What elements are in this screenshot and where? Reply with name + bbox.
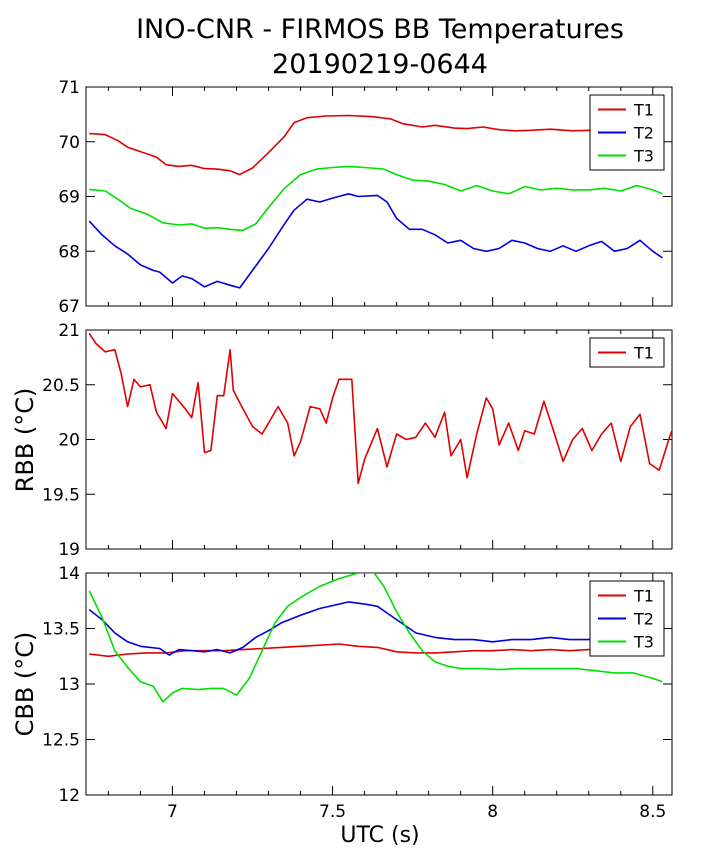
- cbb-y-axis-label: CBB (°C): [11, 632, 39, 737]
- series-line-t2: [88, 193, 663, 289]
- y-tick-label: 69: [58, 188, 80, 208]
- legend-box: [589, 337, 665, 368]
- legend-label-t1: T1: [633, 344, 654, 363]
- series-line-t3: [89, 165, 663, 232]
- y-tick-label: 12: [58, 786, 80, 806]
- series-line-t1: [89, 643, 663, 658]
- legend-label-t2: T2: [633, 610, 654, 629]
- y-tick-label: 70: [58, 133, 80, 153]
- x-tick-label: 8.5: [639, 802, 666, 822]
- y-tick-label: 13: [58, 675, 80, 695]
- rbb-panel: 19 19.5 20 20.5 21 T1: [42, 321, 673, 560]
- plot-frame: [85, 329, 673, 550]
- y-tick-label: 19: [58, 540, 80, 560]
- y-tick-label: 19.5: [42, 485, 80, 505]
- legend: T1 T2 T3: [589, 580, 665, 657]
- x-tick-label: 8: [487, 802, 498, 822]
- y-tick-label: 14: [58, 564, 80, 584]
- legend: T1: [589, 337, 665, 368]
- legend: T1 T2 T3: [589, 94, 665, 171]
- legend-label-t3: T3: [633, 147, 654, 166]
- y-tick-label: 13.5: [42, 620, 80, 640]
- legend-label-t1: T1: [633, 101, 654, 120]
- series-line-t1: [89, 114, 663, 176]
- y-tick-label: 20.5: [42, 376, 80, 396]
- legend-label-t3: T3: [633, 633, 654, 652]
- plot-frame: [85, 572, 673, 796]
- y-tick-label: 20: [58, 431, 80, 451]
- legend-label-t2: T2: [633, 124, 654, 143]
- series-group: [88, 114, 663, 289]
- x-tick-label: 7: [167, 802, 178, 822]
- chart-title-line2: 20190219-0644: [272, 49, 488, 80]
- series-line-t1: [88, 332, 672, 485]
- y-tick-label: 68: [58, 242, 80, 262]
- x-axis-label: UTC (s): [340, 823, 419, 848]
- temperature-panel: 67 68 69 70 71 T1 T2 T3: [58, 78, 673, 317]
- cbb-panel: 12 12.5 13 13.5 14 7 7.5 8 8.5 T1 T2 T3: [42, 564, 673, 822]
- y-tick-label: 67: [58, 297, 80, 317]
- rbb-y-axis-label: RBB (°C): [11, 388, 39, 493]
- series-line-t3: [88, 573, 663, 703]
- legend-label-t1: T1: [633, 587, 654, 606]
- y-tick-label: 12.5: [42, 731, 80, 751]
- y-tick-label: 71: [58, 78, 80, 98]
- x-tick-label: 7.5: [319, 802, 346, 822]
- series-group: [88, 573, 663, 703]
- y-tick-label: 21: [58, 321, 80, 341]
- chart-title-line1: INO-CNR - FIRMOS BB Temperatures: [136, 14, 624, 45]
- series-group: [88, 332, 672, 485]
- series-line-t2: [88, 601, 663, 656]
